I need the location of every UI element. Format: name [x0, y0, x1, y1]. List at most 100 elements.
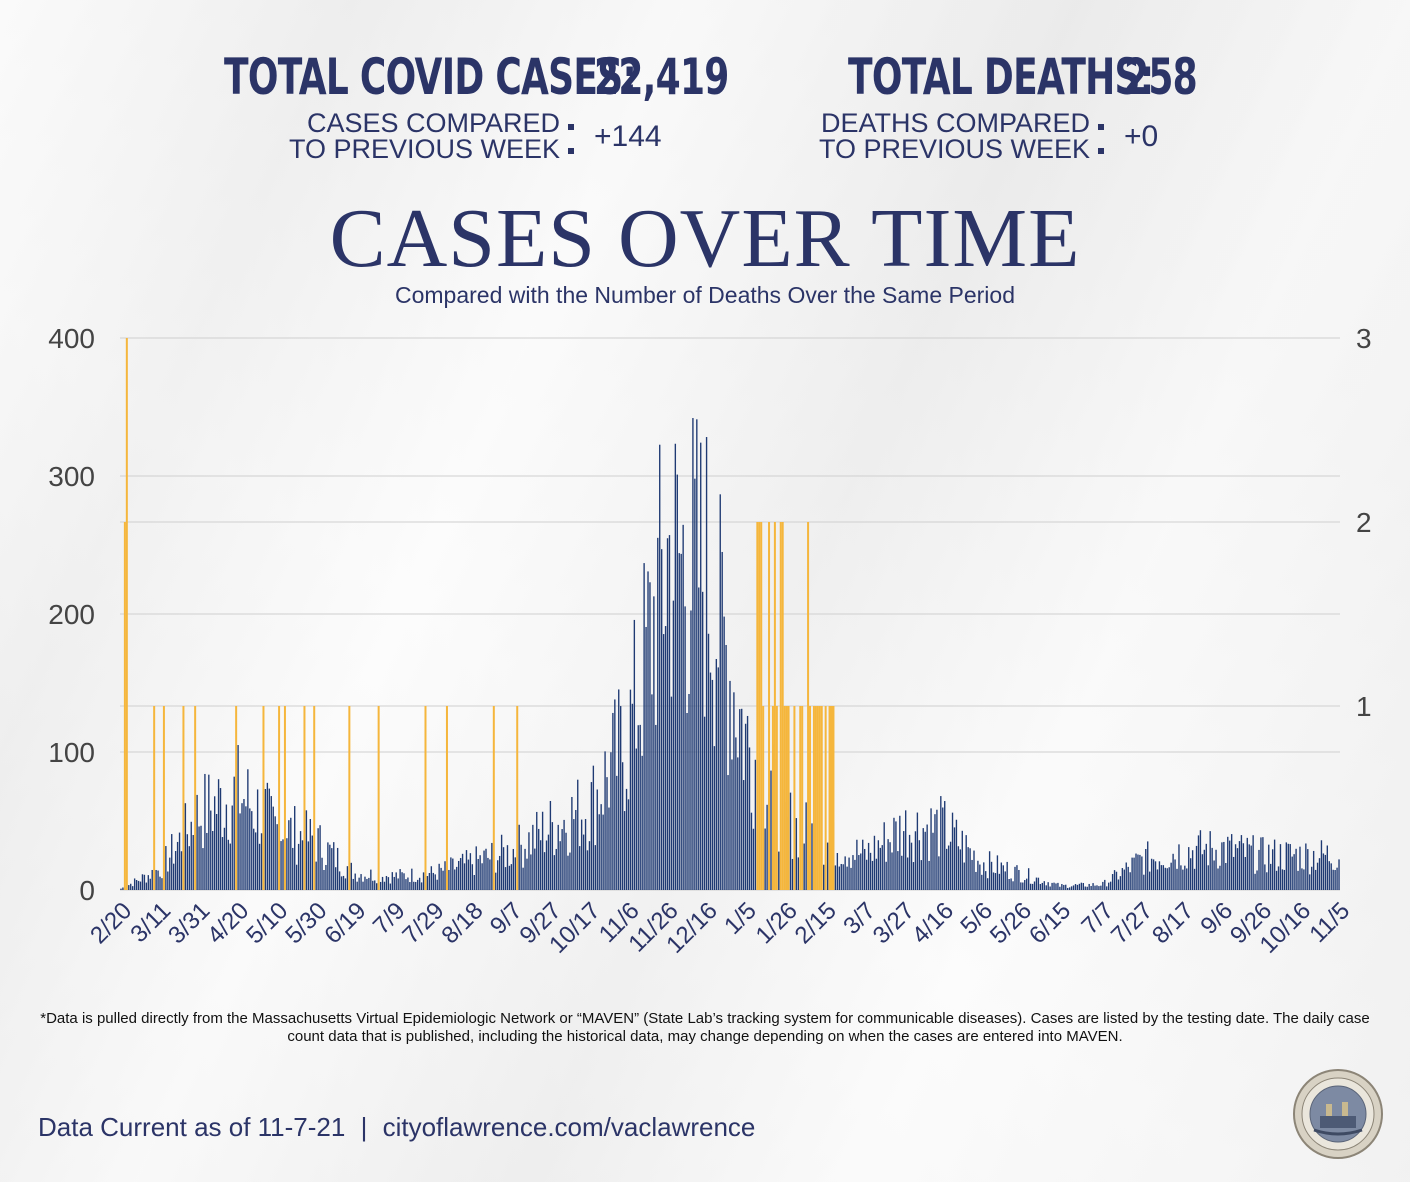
cases-bar [1217, 868, 1219, 890]
cases-bar [1026, 878, 1028, 890]
cases-bar [1121, 868, 1124, 890]
cases-bar [631, 703, 634, 890]
cases-bar [190, 821, 192, 890]
cases-bar [1111, 874, 1114, 890]
deaths-bar [756, 522, 759, 890]
deaths-bar [278, 706, 281, 890]
cases-bar [301, 840, 304, 890]
cases-bar [176, 841, 179, 890]
cases-bar [231, 805, 233, 890]
cases-bar [354, 873, 356, 890]
cases-bar [327, 842, 329, 890]
cases-bar [1031, 883, 1034, 890]
cases-bar [379, 881, 382, 890]
cases-bar [676, 474, 678, 890]
deaths-bar [785, 706, 788, 890]
cases-bar [532, 824, 534, 890]
cases-bar [717, 667, 719, 890]
x-tick-label: 3/11 [125, 897, 176, 948]
cases-bar [315, 861, 317, 890]
cases-bar [299, 831, 302, 890]
cases-bar [910, 842, 913, 890]
total-deaths-label: Total Deaths: [848, 48, 1154, 106]
cases-bar [545, 840, 548, 890]
cases-bar [1137, 854, 1139, 890]
deaths-bar [194, 706, 197, 890]
deaths-bar [812, 706, 815, 890]
cases-bar [557, 824, 559, 890]
cases-bar [668, 535, 671, 890]
cases-bar [965, 835, 967, 890]
cases-bar [1320, 840, 1323, 890]
cases-bar [641, 755, 643, 890]
cases-bar [869, 852, 872, 890]
cases-bar [985, 871, 987, 890]
cases-bar [500, 834, 503, 890]
cases-bar [1318, 858, 1321, 890]
cases-bar [465, 850, 468, 890]
cases-bar [899, 815, 901, 890]
cases-bar [844, 856, 846, 890]
cases-bar [723, 616, 725, 890]
cases-bar [916, 812, 919, 890]
cases-bar [280, 841, 282, 890]
y-right-tick-label: 3 [1356, 323, 1372, 354]
cases-bar [715, 658, 718, 890]
cases-bar [1324, 854, 1327, 890]
deaths-bar [816, 706, 819, 890]
cases-bars [120, 418, 1340, 890]
cases-bar [1152, 859, 1155, 890]
cases-bar [690, 610, 692, 890]
cases-bar [1225, 862, 1227, 890]
cases-bar [323, 870, 325, 890]
cases-bar [842, 864, 844, 890]
cases-bar [1109, 881, 1112, 890]
cases-bar [973, 850, 975, 890]
cases-bar [684, 606, 686, 890]
cases-bar [662, 634, 665, 890]
deaths-bars [123, 338, 835, 890]
cases-bar [254, 832, 257, 890]
cases-bar [967, 847, 969, 890]
cases-bar [1246, 837, 1248, 890]
deaths-colon-dot-bottom [1098, 148, 1104, 154]
cases-bar [791, 858, 794, 890]
cases-bar [370, 869, 372, 890]
total-cases-value: 22,419 [594, 48, 729, 106]
cases-bar [1293, 854, 1295, 890]
cases-bar [469, 853, 472, 890]
footer-url-link[interactable]: cityoflawrence.com/vaclawrence [382, 1112, 756, 1142]
cases-bar [1096, 885, 1098, 890]
cases-bar [1229, 840, 1231, 890]
cases-bar [393, 876, 395, 890]
cases-bar [147, 875, 149, 890]
cases-bar [1008, 879, 1010, 890]
cases-bar [1117, 879, 1120, 890]
cases-bar [1088, 883, 1090, 890]
x-tick-label: 4/20 [202, 897, 254, 949]
cases-bar [912, 862, 915, 890]
cases-bar [192, 835, 194, 890]
deaths-bar [773, 522, 776, 890]
cases-bar [338, 871, 341, 890]
cases-bar [906, 857, 909, 890]
cases-bar [141, 874, 144, 890]
cases-bar [1238, 841, 1241, 890]
x-tick-label: 5/26 [985, 897, 1037, 949]
cases-bar [1084, 886, 1086, 890]
cases-bar [573, 819, 575, 890]
deaths-bar [235, 706, 238, 890]
deaths-bar [830, 706, 833, 890]
cases-bar [1162, 865, 1165, 890]
cases-bar [1330, 863, 1332, 890]
cases-bar [680, 553, 682, 890]
cases-bar [514, 857, 516, 890]
cases-bar [629, 689, 632, 890]
cases-bar [1057, 882, 1059, 890]
cases-bar [1090, 886, 1092, 890]
deaths-bar [768, 522, 771, 890]
cases-bar [1010, 878, 1012, 890]
cases-bar [555, 848, 557, 890]
cases-bar [924, 831, 926, 890]
cases-bar [1074, 884, 1077, 890]
